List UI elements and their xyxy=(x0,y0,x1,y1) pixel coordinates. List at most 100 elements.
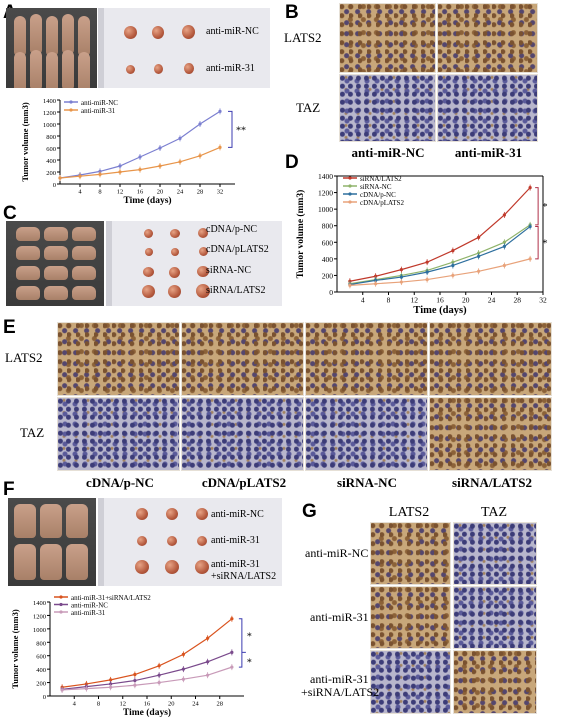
data-point xyxy=(502,244,506,249)
mice-photo-f xyxy=(8,498,96,586)
data-point xyxy=(425,277,429,282)
y-tick-label: 1200 xyxy=(33,613,46,620)
panel-letter-b: B xyxy=(285,2,299,23)
ihc-g-taz-anti-mir-nc xyxy=(453,522,537,585)
significance-marker-upper: * xyxy=(542,201,548,213)
ihc-g-row-anti-mir-nc: anti-miR-NC xyxy=(305,546,369,560)
tumor-label-anti-mir-nc: anti-miR-NC xyxy=(206,26,259,37)
data-point xyxy=(60,688,64,692)
ihc-b-lats2-anti-mir-nc xyxy=(339,3,436,73)
y-tick-label: 1200 xyxy=(318,189,333,198)
x-tick-label: 32 xyxy=(539,296,547,305)
data-point xyxy=(374,274,378,278)
legend-label-0: anti-miR-31+siRNA/LATS2 xyxy=(71,594,151,602)
ihc-e-row-taz: TAZ xyxy=(20,425,45,440)
tumor-label-f-anti-mir-nc: anti-miR-NC xyxy=(211,509,264,520)
y-tick-label: 200 xyxy=(322,271,334,280)
ihc-g-col-lats2: LATS2 xyxy=(388,505,430,520)
y-tick-label: 800 xyxy=(46,134,56,141)
data-point xyxy=(206,636,210,640)
tumor-label-sirna-nc: siRNA-NC xyxy=(206,265,252,276)
series-line-2 xyxy=(349,226,531,286)
data-point xyxy=(178,160,182,164)
y-tick-label: 0 xyxy=(43,694,46,701)
data-point xyxy=(157,680,161,685)
ihc-e-col-cdna-plats2: cDNA/pLATS2 xyxy=(201,475,287,490)
y-tick-label: 1000 xyxy=(43,122,56,129)
data-point xyxy=(133,683,137,687)
x-tick-label: 12 xyxy=(120,701,127,708)
legend-marker-2 xyxy=(59,610,63,614)
data-point xyxy=(78,174,82,178)
tumor-label-cdna-plats2: cDNA/pLATS2 xyxy=(206,244,269,255)
x-tick-label: 28 xyxy=(514,296,522,305)
x-tick-label: 12 xyxy=(411,296,419,305)
ihc-e-col-sirna-nc: siRNA-NC xyxy=(337,475,397,490)
legend-label-1: anti-miR-NC xyxy=(71,602,108,610)
tumor-label-anti-mir-31: anti-miR-31 xyxy=(206,63,255,74)
data-point xyxy=(157,664,161,668)
ihc-b-col-anti-mir-31: anti-miR-31 xyxy=(454,145,523,160)
panel-letter-e: E xyxy=(3,317,16,338)
data-point xyxy=(98,172,102,176)
panel-letter-g: G xyxy=(302,501,317,522)
data-point xyxy=(138,155,142,159)
ihc-e-col-sirna-lats2: siRNA/LATS2 xyxy=(452,475,532,490)
ihc-g-lats2-anti-mir-31 xyxy=(370,586,451,649)
tumor-dish-c xyxy=(106,221,282,306)
significance-bracket xyxy=(228,110,233,148)
ihc-g-taz-anti-mir-31 xyxy=(453,586,537,649)
data-point xyxy=(348,283,352,287)
x-tick-label: 20 xyxy=(157,189,164,196)
ihc-b-row-lats2: LATS2 xyxy=(284,30,322,45)
ihc-e-taz-cdna-plats2 xyxy=(181,397,304,471)
data-point xyxy=(133,672,137,677)
legend-marker-0 xyxy=(69,100,73,104)
tumor-label-sirna-lats2: siRNA/LATS2 xyxy=(206,285,266,296)
ihc-e-taz-cdna-p-nc xyxy=(57,397,180,471)
ihc-b-taz-anti-mir-nc xyxy=(339,74,436,142)
series-line-1 xyxy=(59,146,221,179)
ihc-e-taz-sirna-nc xyxy=(305,397,428,471)
data-point xyxy=(109,678,113,682)
x-tick-label: 32 xyxy=(217,189,224,196)
data-point xyxy=(374,278,378,282)
x-tick-label: 28 xyxy=(217,701,224,708)
ihc-b-lats2-anti-mir-31 xyxy=(437,3,538,73)
legend-label-1: siRNA-NC xyxy=(360,183,392,191)
ihc-e-lats2-sirna-lats2 xyxy=(429,322,552,396)
data-point xyxy=(118,164,122,168)
legend-marker-0 xyxy=(348,176,352,180)
data-point xyxy=(451,273,455,278)
data-point xyxy=(230,650,234,654)
data-point xyxy=(528,257,532,261)
data-point xyxy=(206,673,210,677)
legend-label-0: siRNA/LATS2 xyxy=(360,175,402,183)
tumor-label-f-combo-line1: anti-miR-31 xyxy=(211,559,260,570)
x-tick-label: 20 xyxy=(168,701,175,708)
data-point xyxy=(138,168,142,172)
legend-marker-2 xyxy=(348,192,352,196)
legend-label-2: anti-miR-31 xyxy=(71,609,106,617)
x-tick-label: 8 xyxy=(97,701,100,708)
data-point xyxy=(198,154,202,158)
legend-label-3: cDNA/pLATS2 xyxy=(360,199,404,207)
data-point xyxy=(528,186,532,190)
legend-marker-1 xyxy=(69,108,73,112)
y-tick-label: 1000 xyxy=(318,205,333,214)
data-point xyxy=(451,263,455,268)
ihc-b-taz-anti-mir-31 xyxy=(437,74,538,142)
ihc-g-lats2-combo xyxy=(370,650,451,714)
series-line-0 xyxy=(62,618,233,688)
x-tick-label: 12 xyxy=(117,189,124,196)
x-tick-label: 16 xyxy=(436,296,444,305)
data-point xyxy=(477,254,481,258)
panel-letter-d: D xyxy=(285,152,299,173)
data-point xyxy=(399,268,403,272)
data-point xyxy=(158,146,162,150)
x-tick-label: 24 xyxy=(177,189,184,196)
y-tick-label: 0 xyxy=(329,288,333,297)
ihc-g-col-taz: TAZ xyxy=(480,505,508,520)
series-line-0 xyxy=(349,187,531,282)
legend-label-1: anti-miR-31 xyxy=(81,107,116,115)
